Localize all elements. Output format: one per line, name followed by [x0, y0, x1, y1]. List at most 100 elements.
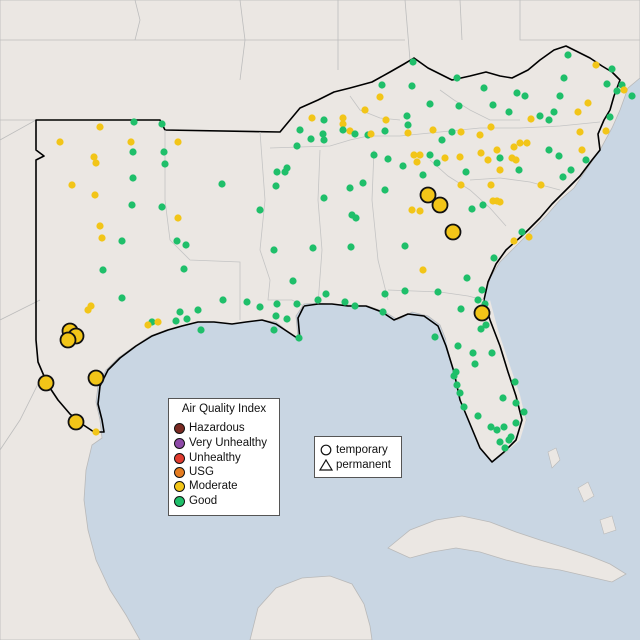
monitor-point [493, 426, 501, 434]
legend-item-temporary: temporary [319, 443, 388, 457]
monitor-point [359, 179, 367, 187]
monitor-point [183, 315, 191, 323]
monitor-point [182, 241, 190, 249]
legend-item-moderate: Moderate [174, 479, 238, 493]
temporary-monitor-point [444, 223, 462, 241]
monitor-point [457, 181, 465, 189]
monitor-point [283, 164, 291, 172]
monitor-point [413, 158, 421, 166]
interior-borders [164, 89, 601, 320]
monitor-point [613, 87, 621, 95]
monitor-point [511, 378, 519, 386]
monitor-point [273, 168, 281, 176]
monitor-point [161, 160, 169, 168]
monitor-point [474, 296, 482, 304]
monitor-point [129, 174, 137, 182]
monitor-point [98, 234, 106, 242]
monitor-point [474, 412, 482, 420]
monitor-point [173, 237, 181, 245]
monitor-point [456, 389, 464, 397]
legend-label-temporary: temporary [336, 444, 388, 456]
monitor-point [469, 349, 477, 357]
cuba-land [387, 515, 627, 583]
very-unhealthy-swatch [174, 437, 185, 449]
monitor-point [256, 206, 264, 214]
monitor-points [37, 51, 636, 452]
monitor-point [309, 244, 317, 252]
monitor-point [197, 326, 205, 334]
circle-icon [320, 444, 332, 456]
temporary-monitor-point [59, 331, 77, 349]
monitor-point [560, 74, 568, 82]
monitor-point [521, 92, 529, 100]
monitor-point [319, 130, 327, 138]
monitor-point [118, 237, 126, 245]
monitor-point [460, 403, 468, 411]
monitor-point [256, 303, 264, 311]
monitor-point [429, 126, 437, 134]
monitor-point [477, 325, 485, 333]
monitor-point [582, 156, 590, 164]
monitor-point [448, 128, 456, 136]
monitor-point [620, 86, 628, 94]
monitor-point [351, 302, 359, 310]
legend-item-usg: USG [174, 465, 214, 479]
monitor-point [341, 298, 349, 306]
monitor-point [628, 92, 636, 100]
usg-swatch [174, 466, 185, 478]
monitor-point [516, 139, 524, 147]
monitor-point [118, 294, 126, 302]
monitor-point [606, 113, 614, 121]
monitor-point [320, 136, 328, 144]
monitor-point [482, 321, 490, 329]
monitor-point [129, 148, 137, 156]
monitor-point [408, 82, 416, 90]
unhealthy-swatch [174, 452, 185, 464]
monitor-point [130, 118, 138, 126]
monitor-point [339, 114, 347, 122]
monitor-point [608, 65, 616, 73]
monitor-point [479, 201, 487, 209]
monitor-point [382, 116, 390, 124]
monitor-point [381, 290, 389, 298]
monitor-point [489, 101, 497, 109]
monitor-point [307, 135, 315, 143]
monitor-point [550, 108, 558, 116]
monitor-point [404, 129, 412, 137]
monitor-point [127, 138, 135, 146]
monitor-point [295, 334, 303, 342]
monitor-point [463, 274, 471, 282]
monitor-point [453, 74, 461, 82]
monitor-point [496, 154, 504, 162]
temporary-monitor-point [37, 374, 55, 392]
monitor-point [592, 61, 600, 69]
monitor-type-legend: temporary permanent [314, 436, 402, 478]
monitor-point [456, 153, 464, 161]
monitor-point [293, 142, 301, 150]
temporary-monitor-point [431, 196, 449, 214]
monitor-point [441, 154, 449, 162]
monitor-point [556, 92, 564, 100]
monitor-point [468, 205, 476, 213]
monitor-point [537, 181, 545, 189]
monitor-point [272, 312, 280, 320]
monitor-point [91, 191, 99, 199]
monitor-point [320, 116, 328, 124]
monitor-point [505, 108, 513, 116]
monitor-point [484, 156, 492, 164]
monitor-point [176, 308, 184, 316]
monitor-point [496, 438, 504, 446]
monitor-point [487, 123, 495, 131]
monitor-point [99, 266, 107, 274]
temporary-monitor-point [473, 304, 491, 322]
monitor-point [578, 146, 586, 154]
monitor-point [454, 342, 462, 350]
monitor-point [527, 115, 535, 123]
monitor-point [490, 254, 498, 262]
monitor-point [347, 243, 355, 251]
monitor-point [518, 228, 526, 236]
monitor-point [545, 146, 553, 154]
monitor-point [564, 51, 572, 59]
monitor-point [160, 148, 168, 156]
